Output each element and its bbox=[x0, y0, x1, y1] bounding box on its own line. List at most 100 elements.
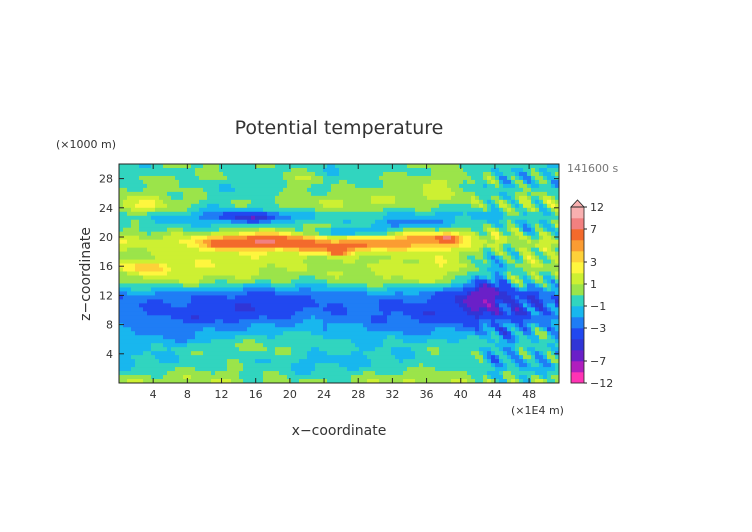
heatmap-cell bbox=[359, 195, 364, 201]
heatmap-cell bbox=[275, 243, 280, 249]
heatmap-cell bbox=[259, 191, 264, 197]
heatmap-cell bbox=[347, 295, 352, 300]
heatmap-cell bbox=[375, 179, 380, 185]
heatmap-cell bbox=[375, 167, 380, 173]
heatmap-cell bbox=[135, 271, 140, 276]
heatmap-cell bbox=[203, 375, 208, 380]
heatmap-cell bbox=[239, 355, 244, 360]
heatmap-cell bbox=[135, 379, 140, 384]
heatmap-cell bbox=[387, 247, 392, 253]
heatmap-cell bbox=[159, 219, 164, 225]
heatmap-cell bbox=[299, 347, 304, 352]
heatmap-cell bbox=[167, 319, 172, 324]
heatmap-cell bbox=[331, 375, 336, 380]
heatmap-cell bbox=[143, 255, 148, 261]
heatmap-cell bbox=[411, 371, 416, 376]
heatmap-cell bbox=[419, 327, 424, 332]
heatmap-cell bbox=[215, 379, 220, 384]
heatmap-cell bbox=[355, 315, 360, 320]
heatmap-cell bbox=[179, 319, 184, 324]
heatmap-cell bbox=[451, 311, 456, 316]
heatmap-cell bbox=[263, 379, 268, 384]
heatmap-cell bbox=[479, 195, 484, 201]
heatmap-cell bbox=[431, 319, 436, 324]
heatmap-cell bbox=[435, 283, 440, 288]
heatmap-cell bbox=[363, 215, 368, 221]
heatmap-cell bbox=[379, 375, 384, 380]
heatmap-cell bbox=[367, 367, 372, 372]
heatmap-cell bbox=[431, 239, 436, 245]
heatmap-cell bbox=[443, 231, 448, 237]
heatmap-cell bbox=[327, 259, 332, 265]
heatmap-cell bbox=[203, 215, 208, 221]
heatmap-cell bbox=[119, 347, 124, 352]
heatmap-cell bbox=[195, 335, 200, 340]
heatmap-cell bbox=[219, 171, 224, 177]
heatmap-cell bbox=[283, 179, 288, 185]
heatmap-cell bbox=[463, 259, 468, 265]
heatmap-cell bbox=[191, 223, 196, 229]
heatmap-cell bbox=[223, 311, 228, 316]
heatmap-cell bbox=[411, 231, 416, 237]
heatmap-cell bbox=[443, 255, 448, 261]
heatmap-cell bbox=[171, 291, 176, 296]
heatmap-cell bbox=[399, 191, 404, 197]
heatmap-cell bbox=[335, 171, 340, 177]
heatmap-cell bbox=[235, 299, 240, 304]
heatmap-cell bbox=[139, 295, 144, 300]
heatmap-cell bbox=[223, 231, 228, 237]
heatmap-cell bbox=[287, 311, 292, 316]
heatmap-cell bbox=[479, 199, 484, 205]
heatmap-cell bbox=[359, 291, 364, 296]
heatmap-cell bbox=[271, 363, 276, 368]
heatmap-cell bbox=[163, 243, 168, 249]
heatmap-cell bbox=[415, 243, 420, 249]
heatmap-cell bbox=[475, 295, 480, 300]
heatmap-cell bbox=[259, 343, 264, 348]
heatmap-cell bbox=[399, 175, 404, 181]
heatmap-cell bbox=[411, 267, 416, 273]
heatmap-cell bbox=[175, 343, 180, 348]
heatmap-cell bbox=[327, 303, 332, 308]
heatmap-cell bbox=[367, 195, 372, 201]
heatmap-cell bbox=[451, 259, 456, 265]
heatmap-cell bbox=[259, 203, 264, 209]
heatmap-cell bbox=[307, 187, 312, 193]
heatmap-cell bbox=[251, 279, 256, 284]
heatmap-cell bbox=[299, 231, 304, 237]
heatmap-cell bbox=[403, 275, 408, 280]
heatmap-cell bbox=[267, 251, 272, 257]
heatmap-cell bbox=[307, 255, 312, 261]
heatmap-cell bbox=[479, 275, 484, 280]
heatmap-cell bbox=[319, 183, 324, 189]
heatmap-cell bbox=[451, 195, 456, 201]
heatmap-cell bbox=[243, 327, 248, 332]
heatmap-cell bbox=[439, 295, 444, 300]
heatmap-cell bbox=[147, 279, 152, 284]
heatmap-cell bbox=[435, 355, 440, 360]
heatmap-cell bbox=[459, 223, 464, 229]
heatmap-cell bbox=[123, 239, 128, 245]
heatmap-cell bbox=[415, 203, 420, 209]
heatmap-cell bbox=[435, 303, 440, 308]
heatmap-cell bbox=[203, 179, 208, 185]
heatmap-cell bbox=[371, 263, 376, 269]
heatmap-cell bbox=[119, 164, 124, 169]
heatmap-cell bbox=[359, 207, 364, 213]
heatmap-cell bbox=[187, 311, 192, 316]
heatmap-cell bbox=[319, 247, 324, 253]
heatmap-cell bbox=[207, 323, 212, 328]
heatmap-cell bbox=[463, 347, 468, 352]
heatmap-cell bbox=[123, 355, 128, 360]
heatmap-cell bbox=[143, 311, 148, 316]
heatmap-cell bbox=[299, 299, 304, 304]
heatmap-cell bbox=[259, 363, 264, 368]
heatmap-cell bbox=[407, 315, 412, 320]
heatmap-cell bbox=[171, 295, 176, 300]
heatmap-cell bbox=[139, 263, 144, 269]
heatmap-cell bbox=[263, 283, 268, 288]
heatmap-cell bbox=[431, 247, 436, 253]
heatmap-cell bbox=[259, 355, 264, 360]
heatmap-cell bbox=[471, 183, 476, 189]
heatmap-cell bbox=[275, 367, 280, 372]
